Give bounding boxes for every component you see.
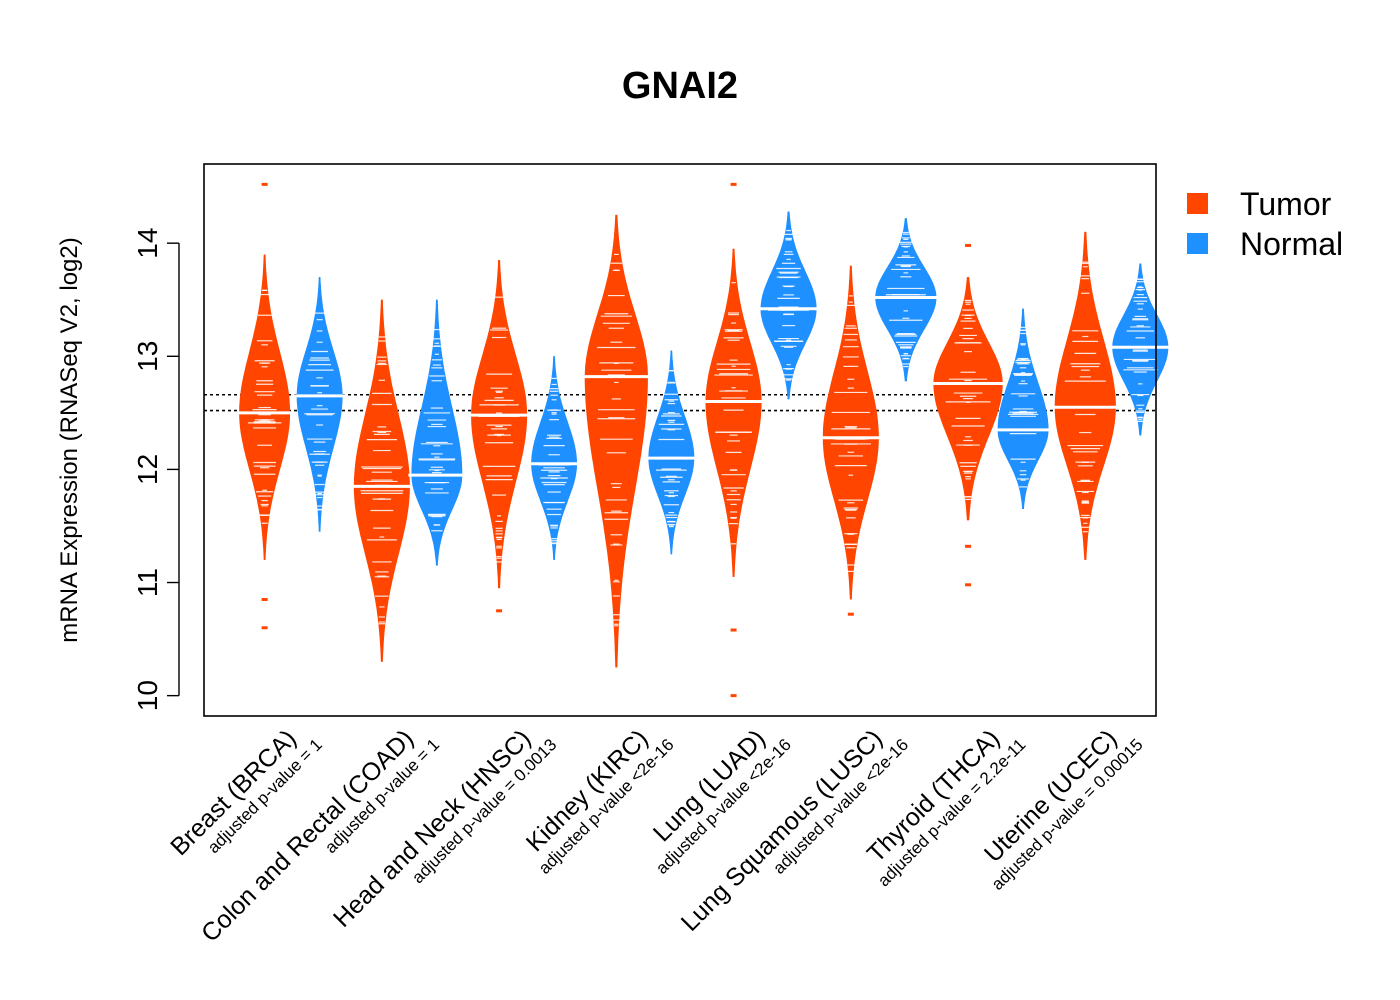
violin-tumor-7 [930, 243, 1006, 587]
violins [236, 182, 1172, 698]
legend: Tumor Normal [1187, 186, 1343, 262]
tumor-outlier-point [261, 626, 268, 630]
violin-normal-7 [994, 308, 1052, 509]
tumor-outlier-point [965, 243, 972, 247]
violin-tumor-5 [702, 182, 765, 698]
y-axis-label: mRNA Expression (RNASeq V2, log2) [56, 237, 83, 643]
legend-label-tumor: Tumor [1240, 186, 1332, 222]
violin-normal-5 [757, 211, 820, 400]
violin-normal-1 [293, 277, 346, 532]
violin-normal-4 [645, 350, 698, 555]
legend-swatch-tumor [1187, 193, 1208, 214]
y-axis: 10 11 12 13 14 [132, 228, 180, 711]
tumor-outlier-point [965, 583, 972, 587]
tumor-outlier-point [730, 628, 737, 632]
violin-normal-2 [408, 299, 466, 566]
tumor-outlier-point [847, 612, 854, 616]
violin-tumor-1 [236, 182, 294, 630]
violin-tumor-2 [350, 299, 413, 662]
tumor-outlier-point [730, 182, 737, 186]
category-label-group: Head and Neck (HNSC)adjusted p-value = 0… [328, 724, 560, 932]
y-tick-label: 11 [132, 568, 163, 597]
violin-tumor-3 [468, 260, 531, 613]
violin-normal-8 [1109, 263, 1172, 436]
violin-tumor-8 [1051, 231, 1119, 560]
y-tick-label: 10 [132, 680, 163, 711]
tumor-outlier-point [730, 694, 737, 698]
tumor-outlier-point [261, 182, 268, 186]
violin-normal-3 [528, 356, 581, 560]
violin-normal-6 [872, 218, 940, 382]
y-tick-label: 12 [132, 454, 163, 485]
violin-tumor-6 [819, 265, 882, 616]
tumor-outlier-point [965, 544, 972, 548]
category-label-group: Kidney (KIRC)adjusted p-value <2e-16 [521, 724, 678, 877]
y-tick-label: 14 [132, 228, 163, 259]
legend-swatch-normal [1187, 233, 1208, 254]
legend-label-normal: Normal [1240, 226, 1343, 262]
y-tick-label: 13 [132, 341, 163, 372]
tumor-outlier-point [261, 597, 268, 601]
tumor-outlier-point [496, 609, 503, 613]
chart-title: GNAI2 [622, 65, 738, 107]
plot-frame [203, 163, 1157, 717]
violin-tumor-4 [581, 214, 651, 668]
